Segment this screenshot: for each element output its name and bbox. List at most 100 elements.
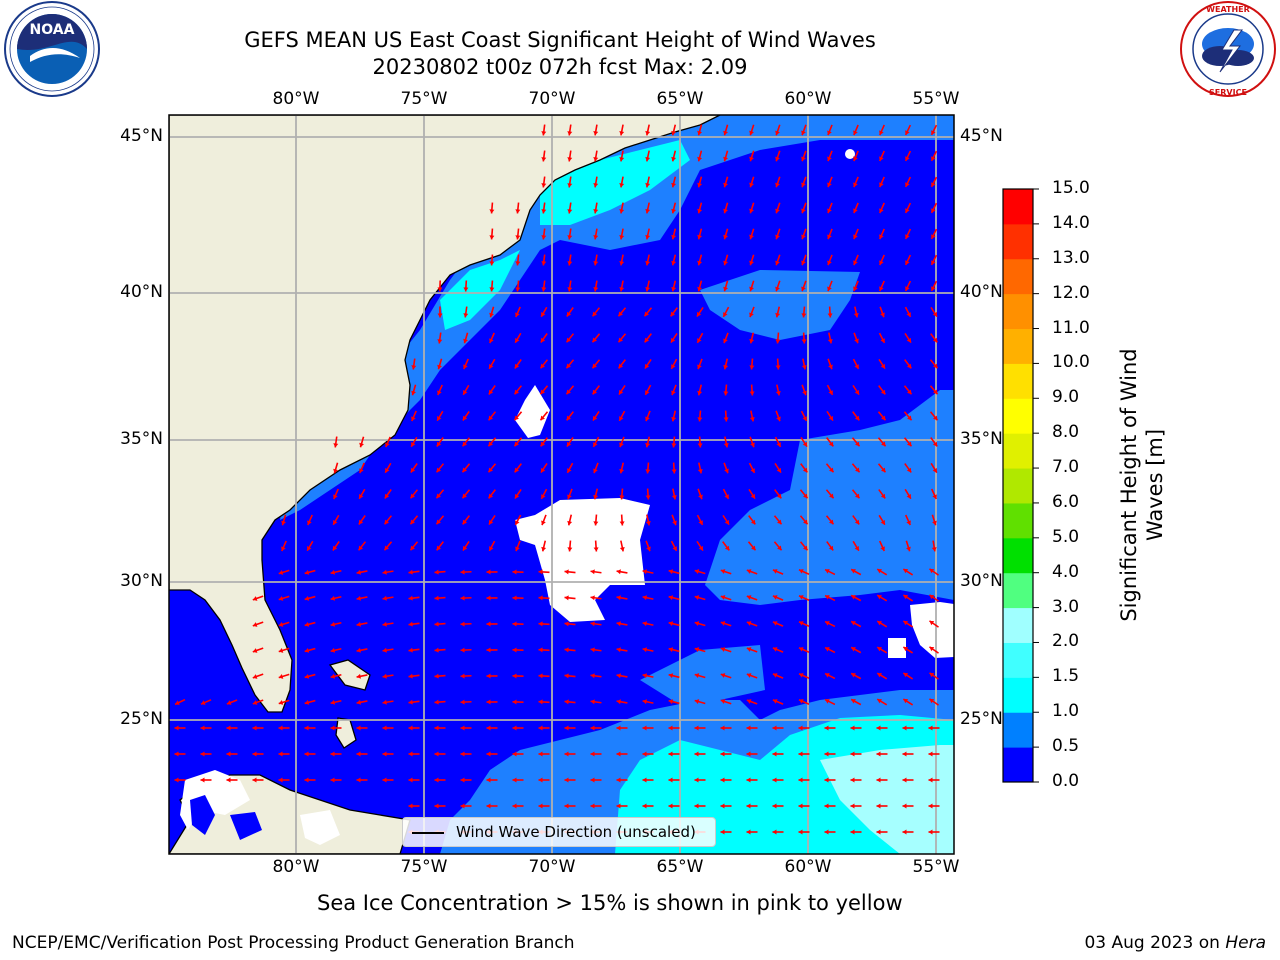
wave-arrow [538,621,550,627]
wave-arrow [671,462,677,474]
wave-arrow [593,150,599,162]
wave-arrow [512,595,524,601]
wave-arrow [382,595,394,601]
wave-arrow [930,202,938,214]
wave-arrow [564,803,576,809]
wave-arrow [460,647,472,653]
wave-arrow [411,384,417,396]
wave-arrow [668,595,680,601]
wave-arrow [697,254,703,266]
wave-arrow [515,228,521,240]
wave-arrow [252,673,264,679]
wave-arrow [930,437,938,447]
colorbar-tick: 5.0 [1052,526,1080,547]
wave-arrow [538,595,550,601]
wave-arrow [852,515,860,525]
wave-arrow [436,410,444,422]
wave-arrow [775,254,781,266]
wave-arrow [409,515,419,525]
wave-arrow [668,777,680,783]
wave-arrow [722,514,730,526]
wave-arrow [409,541,419,551]
wave-arrow [304,595,316,601]
wave-arrow [697,384,703,396]
wave-arrow [590,699,602,705]
wave-arrow [616,803,628,809]
wave-arrow [408,803,420,809]
wave-arrow [645,280,651,292]
wave-arrow [798,595,810,601]
colorbar-segment [1003,572,1033,609]
no-data-patches [515,149,954,658]
wave-arrow [564,725,576,731]
lon-tick-bottom: 60°W [784,857,832,877]
wave-arrow [278,595,290,601]
wave-arrow [799,489,809,499]
wave-arrow [436,437,444,447]
colorbar-segment [1003,363,1033,399]
wave-arrow [772,621,784,627]
wave-arrow [642,621,654,627]
wave-arrow [383,541,393,551]
map-legend: Wind Wave Direction (unscaled) [402,817,716,847]
wave-arrow [515,254,521,266]
wave-arrow [593,488,599,500]
lat-tick-left: 45°N [120,126,163,146]
wave-arrow [930,462,938,474]
wave-arrow [723,228,729,240]
wave-arrow [278,777,290,783]
wave-arrow [853,150,859,162]
wave-arrow [904,514,912,526]
wave-arrow [619,436,625,448]
wave-arrow [746,569,758,575]
lat-tick-left: 40°N [120,282,163,302]
wave-arrow [512,569,524,575]
lon-tick-bottom: 70°W [528,857,576,877]
wave-arrow [590,777,602,783]
wave-arrow [772,595,784,601]
footer-credit: NCEP/EMC/Verification Post Processing Pr… [12,933,575,953]
wave-arrow [408,569,420,575]
wave-arrow [827,150,833,162]
wave-arrow [877,463,887,473]
wave-arrow [618,410,626,422]
wave-arrow [827,358,833,370]
wave-arrow [905,540,911,552]
wave-arrow [619,228,625,240]
wave-arrow [720,647,732,653]
wave-arrow [356,751,368,757]
wave-arrow [616,647,628,653]
wave-arrow [694,647,706,653]
wave-arrow [590,595,602,601]
wave-arrow [618,359,626,369]
wave-arrow [697,462,703,474]
wave-arrow [539,385,549,395]
wave-arrow [358,515,366,525]
wave-arrow [564,751,576,757]
map-title: GEFS MEAN US East Coast Significant Heig… [244,28,876,52]
wave-arrow [514,514,522,526]
wave-arrow [409,489,419,499]
wave-arrow [515,540,521,552]
wave-arrow [723,124,729,136]
wave-arrow [749,150,755,162]
wave-arrow [723,150,729,162]
wave-arrow [723,462,729,474]
wave-arrow [801,332,807,344]
wave-arrow [434,751,446,757]
wave-arrow [801,228,807,240]
colorbar-segment [1003,189,1033,225]
wave-arrow [749,384,755,396]
legend-label: Wind Wave Direction (unscaled) [456,823,696,841]
wave-arrow [774,436,782,448]
wave-arrow [852,358,860,370]
wave-arrow [592,385,600,395]
wave-arrow [827,202,833,214]
wave-arrow [461,437,471,447]
wave-arrow [540,437,548,447]
colorbar-segment [1003,747,1033,783]
lon-tick-top: 80°W [272,89,320,109]
wave-arrow [827,124,833,136]
wave-arrow [827,332,833,344]
wave-arrow [593,462,599,474]
